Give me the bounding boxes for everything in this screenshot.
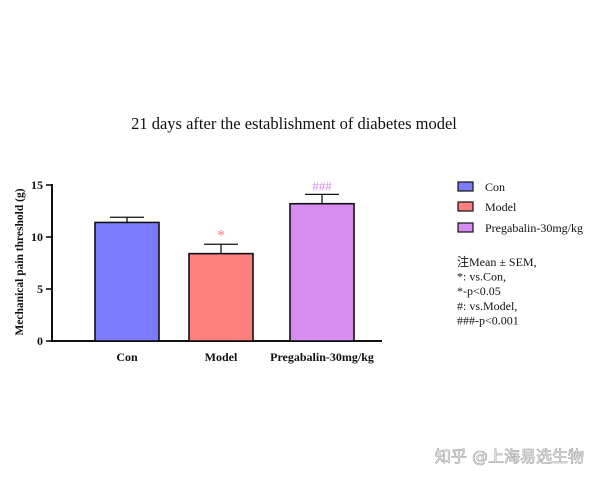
chart-title: 21 days after the establishment of diabe… bbox=[131, 114, 457, 133]
legend-swatch bbox=[457, 201, 474, 212]
x-tick-label: Con bbox=[116, 350, 138, 364]
y-tick-label: 10 bbox=[31, 230, 43, 244]
watermark-text: 知乎 @上海易选生物 bbox=[435, 447, 584, 466]
bar-con bbox=[94, 221, 160, 342]
y-tick-label: 5 bbox=[37, 282, 43, 296]
plot-area: 0 5 10 15 Con Model Pregabalin-30mg/kg * ### bbox=[31, 178, 382, 364]
y-tick-label: 15 bbox=[31, 178, 43, 192]
note-line: *: vs.Con, bbox=[457, 270, 506, 284]
legend-swatch bbox=[457, 222, 474, 233]
x-tick-label: Model bbox=[205, 350, 238, 364]
stats-notes: 注Mean ± SEM,*: vs.Con,*-p<0.05#: vs.Mode… bbox=[457, 254, 537, 327]
legend-label: Model bbox=[485, 200, 517, 214]
note-line: ###-p<0.001 bbox=[457, 313, 519, 327]
legend-swatch bbox=[457, 181, 474, 192]
significance-label: * bbox=[217, 227, 225, 244]
y-axis-label: Mechanical pain threshold (g) bbox=[14, 188, 26, 335]
note-line: 注Mean ± SEM, bbox=[457, 254, 537, 269]
x-tick-label: Pregabalin-30mg/kg bbox=[270, 350, 374, 364]
significance-label: ### bbox=[312, 178, 332, 193]
bar-pregabalin-30mg-kg bbox=[289, 202, 355, 342]
note-line: *-p<0.05 bbox=[457, 284, 501, 298]
y-tick-label: 0 bbox=[37, 334, 43, 348]
legend: Con Model Pregabalin-30mg/kg bbox=[457, 180, 583, 235]
legend-label: Con bbox=[485, 180, 505, 194]
bar-model bbox=[188, 252, 254, 342]
note-line: #: vs.Model, bbox=[457, 299, 517, 313]
legend-label: Pregabalin-30mg/kg bbox=[485, 221, 583, 235]
